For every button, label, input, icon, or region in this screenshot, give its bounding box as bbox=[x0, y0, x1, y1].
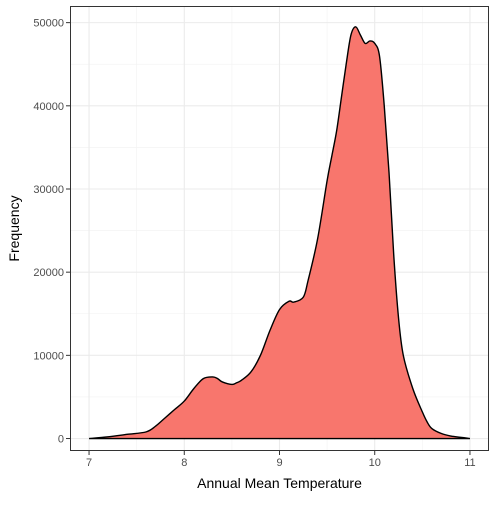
y-tick-label: 30000 bbox=[33, 184, 64, 196]
y-tick-label: 20000 bbox=[33, 267, 64, 279]
density-line bbox=[88, 26, 471, 440]
y-axis-title: Frequency bbox=[6, 195, 22, 261]
x-tick-label: 11 bbox=[464, 457, 475, 469]
density-area bbox=[89, 26, 470, 439]
y-tick-label: 10000 bbox=[33, 350, 64, 362]
y-axis-ticks: 0 10000 20000 30000 40000 50000 bbox=[33, 18, 70, 446]
x-tick-label: 9 bbox=[276, 457, 282, 469]
y-tick-label: 50000 bbox=[33, 18, 64, 30]
x-tick-label: 7 bbox=[86, 457, 92, 469]
y-tick-label: 0 bbox=[58, 434, 64, 446]
x-tick-label: 10 bbox=[369, 457, 381, 469]
x-tick-label: 8 bbox=[181, 457, 187, 469]
x-axis-ticks: 7 8 9 10 11 bbox=[86, 451, 476, 469]
plot-panel-border bbox=[70, 6, 489, 451]
x-axis-title: Annual Mean Temperature bbox=[197, 475, 362, 491]
y-tick-label: 40000 bbox=[33, 101, 64, 113]
